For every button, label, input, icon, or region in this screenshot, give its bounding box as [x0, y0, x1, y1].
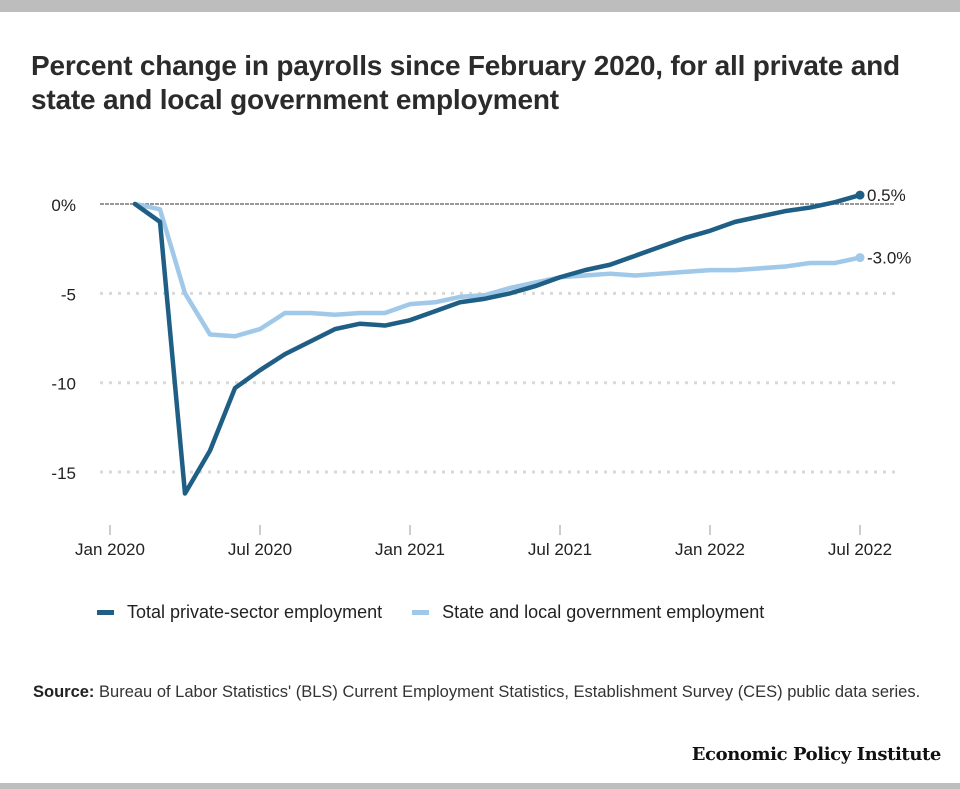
y-tick-label: -5 [61, 285, 76, 304]
x-tick-label: Jan 2021 [375, 540, 445, 559]
x-axis-ticks: Jan 2020 Jul 2020 Jan 2021 Jul 2021 Jan 2022… [75, 525, 892, 559]
legend: Total private-sector employment State an… [97, 600, 794, 624]
source-label: Source: [33, 683, 95, 701]
x-tick-label: Jul 2020 [228, 540, 292, 559]
legend-swatch-state-local [412, 609, 430, 615]
x-tick-label: Jul 2021 [528, 540, 592, 559]
top-border-band [0, 0, 960, 12]
y-tick-label: -15 [51, 464, 76, 483]
y-tick-label: 0% [51, 196, 76, 215]
bottom-border-band [0, 783, 960, 789]
series-lines [132, 192, 863, 496]
x-tick-label: Jan 2022 [675, 540, 745, 559]
series-line-state-local [132, 201, 863, 339]
epi-logo: Economic Policy Institute [691, 744, 942, 765]
source-note: Source: Bureau of Labor Statistics' (BLS… [33, 680, 933, 704]
end-point-marker [855, 190, 865, 200]
end-label-private: 0.5% [867, 186, 906, 205]
series-line-private [132, 192, 863, 496]
end-label-state-local: -3.0% [867, 249, 911, 268]
y-tick-label: -10 [51, 375, 76, 394]
legend-label-state-local: State and local government employment [442, 601, 765, 622]
legend-item-state-local: State and local government employment [412, 602, 764, 623]
end-labels: -3.0% 0.5% [855, 186, 911, 268]
source-text: Bureau of Labor Statistics' (BLS) Curren… [99, 683, 921, 701]
x-tick-label: Jul 2022 [828, 540, 892, 559]
legend-swatch-private [97, 609, 114, 615]
chart-title: Percent change in payrolls since Februar… [31, 50, 900, 115]
legend-item-private: Total private-sector employment [97, 602, 382, 623]
end-point-marker [855, 253, 865, 263]
y-axis-tick-labels: 0% -5 -10 -15 [51, 196, 76, 483]
legend-label-private: Total private-sector employment [127, 601, 383, 622]
x-tick-label: Jan 2020 [75, 540, 145, 559]
